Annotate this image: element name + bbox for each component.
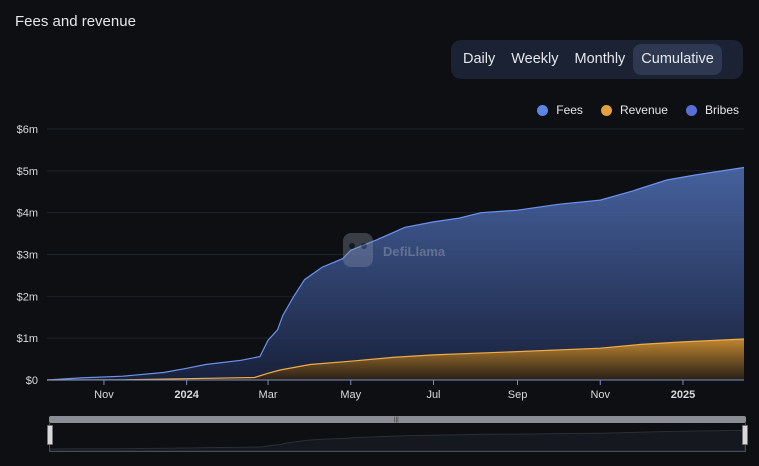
fees-revenue-chart: DefiLlama $0 $1m $2m $3m $4m $5m $6m Nov 2024 Mar… (17, 124, 745, 401)
llama-logo-icon (343, 233, 373, 267)
tab-weekly[interactable]: Weekly (511, 51, 559, 67)
brush-track[interactable] (49, 416, 746, 423)
y-tick-label: $4m (17, 208, 38, 220)
legend-item-revenue[interactable]: Revenue (600, 103, 668, 117)
range-brush[interactable]: ||| (47, 416, 748, 452)
fees-line (46, 166, 745, 381)
y-tick-label: $2m (17, 291, 38, 303)
legend-label-fees: Fees (556, 103, 583, 117)
x-tick-label: May (340, 389, 361, 401)
brush-preview-area (50, 429, 745, 451)
x-tick-label: Sep (508, 389, 528, 401)
x-tick-label: 2024 (174, 389, 199, 401)
revenue-line (46, 338, 745, 381)
watermark-text: DefiLlama (383, 244, 446, 259)
x-tick-label: Jul (426, 389, 440, 401)
legend-label-bribes: Bribes (704, 103, 739, 117)
x-tick-label: Mar (259, 389, 278, 401)
grip-icon[interactable]: ||| (394, 417, 399, 423)
y-tick-label: $5m (17, 166, 38, 178)
x-tick-label: Nov (590, 389, 610, 401)
y-tick-label: $6m (17, 124, 38, 136)
x-tick-label: Nov (94, 389, 114, 401)
brush-handle-right[interactable] (742, 425, 748, 445)
tab-daily[interactable]: Daily (463, 51, 496, 67)
watermark: DefiLlama (343, 233, 446, 267)
legend-dot-bribes (685, 104, 697, 116)
fees-area (47, 167, 744, 380)
period-tabs: Daily Weekly Monthly Cumulative (451, 40, 743, 79)
y-tick-label: $1m (17, 333, 38, 345)
y-tick-label: $3m (17, 250, 38, 262)
legend-item-fees[interactable]: Fees (537, 103, 583, 117)
legend-item-bribes[interactable]: Bribes (685, 103, 739, 117)
page-title: Fees and revenue (15, 13, 136, 30)
legend-dot-fees (537, 104, 549, 116)
tab-cumulative[interactable]: Cumulative (633, 44, 722, 75)
revenue-area (47, 339, 744, 380)
y-tick-label: $0 (26, 375, 38, 387)
brush-window[interactable] (49, 423, 746, 452)
brush-handle-left[interactable] (47, 425, 53, 445)
tab-monthly[interactable]: Monthly (574, 51, 626, 67)
x-tick-label: 2025 (671, 389, 695, 401)
chart-legend: Fees Revenue Bribes (537, 103, 739, 117)
legend-label-revenue: Revenue (619, 103, 668, 117)
legend-dot-revenue (600, 104, 612, 116)
brush-preview (50, 429, 745, 451)
